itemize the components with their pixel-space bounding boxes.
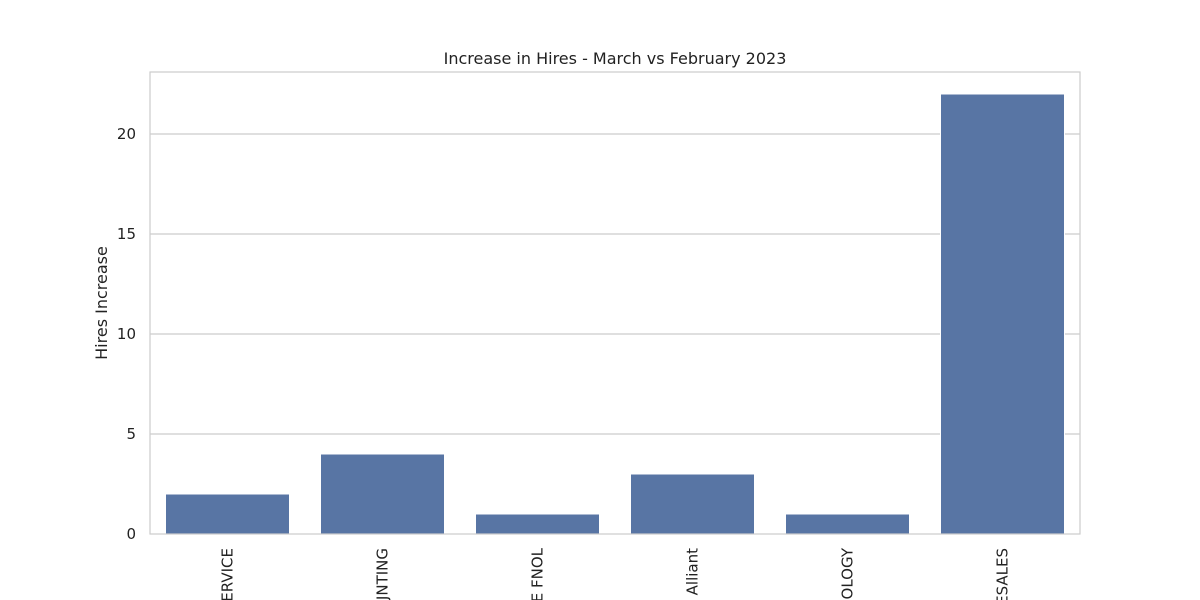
- x-tick-label: E FNOL: [529, 547, 547, 600]
- bar: [320, 453, 445, 535]
- y-tick-label: 20: [117, 125, 136, 143]
- grid-lines: [150, 133, 1080, 435]
- bar: [475, 513, 600, 535]
- y-tick-label: 0: [126, 525, 136, 543]
- bar: [165, 493, 290, 535]
- plot-frame: [149, 71, 1081, 535]
- x-tick-label: ESALES: [994, 548, 1012, 600]
- y-tick-labels: 0 5 10 15 20: [117, 125, 136, 543]
- y-tick-label: 5: [126, 425, 136, 443]
- y-tick-label: 10: [117, 325, 136, 343]
- bar: [940, 93, 1065, 535]
- x-tick-label: OLOGY: [839, 547, 857, 599]
- x-tick-label: Alliant: [684, 548, 702, 595]
- chart-title: Increase in Hires - March vs February 20…: [444, 49, 787, 68]
- x-tick-label: JNTING: [374, 548, 392, 600]
- x-tick-label: ERVICE: [219, 548, 237, 600]
- y-tick-label: 15: [117, 225, 136, 243]
- y-axis-label: Hires Increase: [92, 246, 111, 360]
- bar: [785, 513, 910, 535]
- x-tick-labels: ERVICE JNTING E FNOL Alliant OLOGY ESALES: [219, 547, 1012, 600]
- bars: [165, 93, 1065, 535]
- bar: [630, 473, 755, 535]
